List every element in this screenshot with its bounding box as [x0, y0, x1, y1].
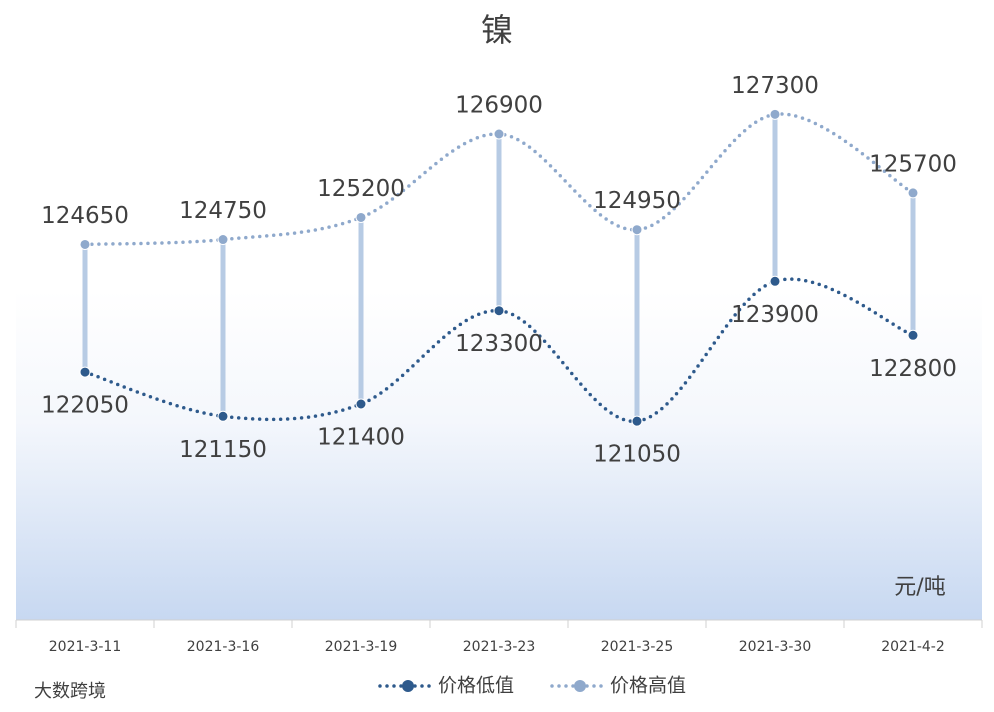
unit-label: 元/吨	[894, 575, 945, 600]
data-label: 121050	[593, 442, 681, 468]
point-marker	[631, 224, 643, 236]
point-marker	[493, 128, 505, 140]
x-tick-label: 2021-3-16	[187, 639, 260, 655]
watermark: 大数跨境	[34, 681, 106, 702]
point-marker	[769, 108, 781, 120]
legend-label: 价格低值	[438, 675, 514, 697]
x-tick-label: 2021-4-2	[881, 639, 945, 655]
legend-marker	[402, 680, 414, 692]
point-marker	[79, 366, 91, 378]
data-label: 122050	[41, 393, 129, 419]
point-marker	[217, 410, 229, 422]
data-label: 121150	[179, 437, 267, 463]
point-marker	[79, 238, 91, 250]
x-tick-label: 2021-3-19	[325, 639, 397, 655]
data-label: 124650	[41, 203, 129, 229]
data-label: 127300	[731, 73, 819, 99]
chart-title: 镍	[481, 11, 513, 49]
point-marker	[355, 211, 367, 223]
legend-label: 价格高值	[610, 675, 686, 697]
point-marker	[769, 275, 781, 287]
point-marker	[631, 415, 643, 427]
data-label: 123900	[731, 302, 819, 328]
data-label: 124750	[179, 198, 267, 224]
plot-background	[16, 290, 982, 620]
data-label: 126900	[455, 93, 543, 119]
data-label: 124950	[593, 188, 681, 214]
data-label: 121400	[317, 425, 405, 451]
data-label: 123300	[455, 331, 543, 357]
x-tick-label: 2021-3-25	[601, 639, 673, 655]
legend-marker	[574, 680, 586, 692]
point-marker	[217, 234, 229, 246]
x-tick-label: 2021-3-30	[739, 639, 811, 655]
data-label: 125200	[317, 176, 405, 202]
point-marker	[493, 305, 505, 317]
data-label: 122800	[869, 356, 957, 382]
point-marker	[907, 187, 919, 199]
x-tick-label: 2021-3-11	[49, 639, 121, 655]
point-marker	[355, 398, 367, 410]
point-marker	[907, 329, 919, 341]
x-tick-label: 2021-3-23	[463, 639, 535, 655]
data-label: 125700	[869, 151, 957, 177]
